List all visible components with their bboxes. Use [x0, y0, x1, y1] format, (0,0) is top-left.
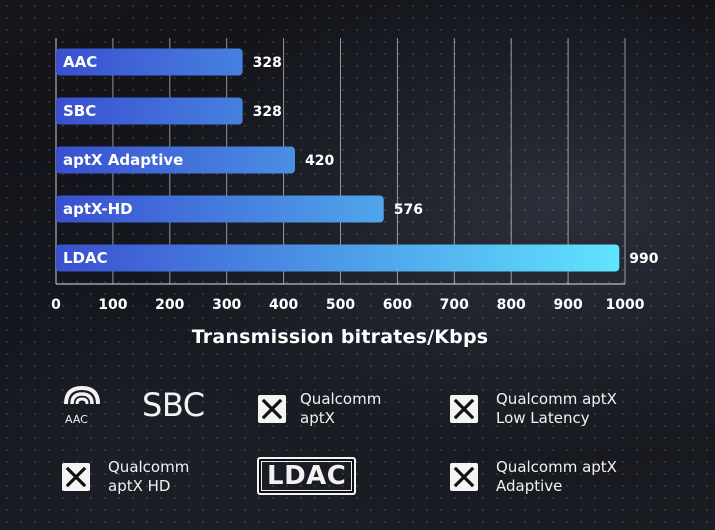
- aptx-product-text: aptX: [300, 409, 335, 427]
- bar-value-label: 420: [305, 153, 334, 169]
- bar-value-label: 328: [253, 55, 282, 71]
- aptx-x-icon: [258, 395, 286, 423]
- aptx-brand-text: Qualcomm: [300, 390, 382, 408]
- bar-category-label: LDAC: [63, 249, 108, 267]
- aptx-hd-product-text: aptX HD: [108, 477, 171, 495]
- x-axis-title: Transmission bitrates/Kbps: [191, 326, 489, 348]
- x-tick-label: 0: [51, 297, 61, 313]
- ldac-logo-text: LDAC: [257, 457, 357, 495]
- bar-ldac: [56, 244, 620, 272]
- sbc-logo-text: SBC: [142, 386, 205, 424]
- aptx-hd-logo: Qualcomm aptX HD: [62, 458, 189, 496]
- bar-aptx-hd: [56, 195, 384, 223]
- x-tick-label: 600: [383, 297, 412, 313]
- bar-sbc: [56, 97, 243, 125]
- aptx-logo: Qualcomm aptX: [258, 390, 381, 428]
- ldac-logo: LDAC: [257, 457, 357, 495]
- bitrate-bar-chart: AAC 328 SBC 328 aptX Adaptive 420 aptX-HD 576 LD…: [51, 48, 658, 313]
- x-tick-label: 1000: [606, 297, 645, 313]
- x-tick-label: 200: [155, 297, 184, 313]
- aac-logo-text: AAC: [65, 413, 88, 426]
- x-tick-label: 100: [98, 297, 127, 313]
- aac-wave-icon: [64, 385, 100, 405]
- aptx-ll-product-text: Low Latency: [496, 409, 590, 427]
- aptx-ll-brand-text: Qualcomm aptX: [496, 390, 617, 408]
- aptx-hd-x-icon: [62, 463, 90, 491]
- aptx-adaptive-logo: Qualcomm aptX Adaptive: [450, 458, 617, 496]
- aac-logo: AAC: [62, 382, 102, 428]
- x-tick-label: 700: [440, 297, 469, 313]
- aptx-adaptive-x-icon: [450, 463, 478, 491]
- aptx-adaptive-brand-text: Qualcomm aptX: [496, 458, 617, 476]
- bar-category-label: AAC: [63, 53, 97, 71]
- bar-value-label: 990: [629, 251, 658, 267]
- bar-aptx-adaptive: [56, 146, 295, 174]
- bar-value-label: 576: [394, 202, 423, 218]
- x-tick-label: 900: [553, 297, 582, 313]
- aptx-low-latency-logo: Qualcomm aptX Low Latency: [450, 390, 617, 428]
- bar-category-label: aptX-HD: [63, 200, 133, 218]
- aptx-ll-x-icon: [450, 395, 478, 423]
- x-tick-label: 400: [269, 297, 298, 313]
- aptx-hd-brand-text: Qualcomm: [108, 458, 190, 476]
- bar-value-label: 328: [253, 104, 282, 120]
- bar-category-label: SBC: [63, 102, 96, 120]
- bar-aac: [56, 48, 243, 76]
- aptx-adaptive-product-text: Adaptive: [496, 477, 563, 495]
- bar-category-label: aptX Adaptive: [63, 151, 183, 169]
- x-tick-label: 500: [326, 297, 355, 313]
- sbc-logo: SBC: [142, 386, 205, 424]
- x-tick-label: 800: [497, 297, 526, 313]
- x-tick-label: 300: [212, 297, 241, 313]
